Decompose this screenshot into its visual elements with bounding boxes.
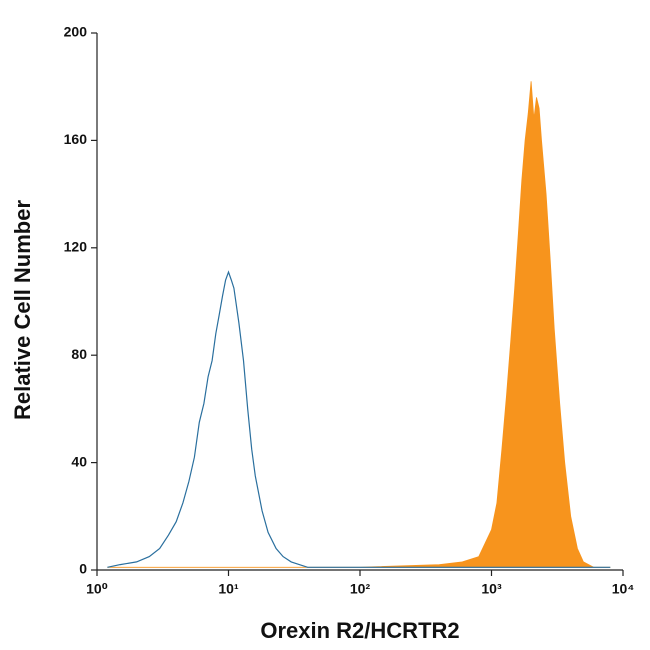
x-tick-label: 10⁰ — [86, 581, 108, 597]
x-tick-label: 10¹ — [218, 581, 239, 597]
x-tick-label: 10³ — [481, 581, 502, 597]
y-tick-label: 40 — [71, 453, 87, 469]
x-tick-label: 10⁴ — [612, 581, 635, 597]
y-tick-label: 160 — [64, 131, 88, 147]
y-tick-label: 0 — [79, 561, 87, 577]
histogram-area — [107, 81, 611, 568]
histogram-outline — [107, 270, 611, 568]
y-tick-label: 200 — [64, 24, 88, 40]
y-tick-label: 80 — [71, 346, 87, 362]
x-axis-label: Orexin R2/HCRTR2 — [260, 618, 459, 643]
x-tick-label: 10² — [350, 581, 371, 597]
y-axis-label: Relative Cell Number — [10, 200, 35, 421]
y-tick-label: 120 — [64, 239, 88, 255]
